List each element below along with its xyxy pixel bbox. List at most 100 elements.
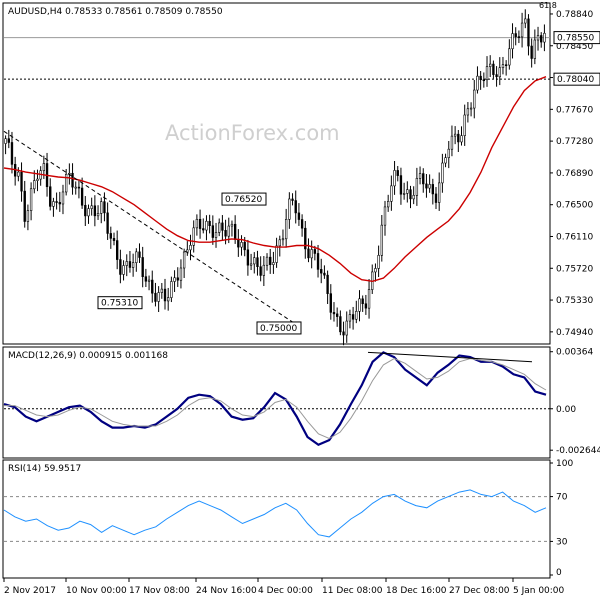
candle-body [233,223,237,240]
candle-body [323,272,326,276]
candle-body [259,266,262,276]
candle-body [307,248,310,259]
candle-body [119,259,122,275]
candle-body [151,279,154,294]
candle-body [482,79,486,82]
candle-body [387,201,390,208]
price-tick-label: 0.76890 [556,169,593,179]
candle-body [530,45,533,59]
candle-body [128,261,132,268]
x-tick-label: 4 Dec 00:00 [258,586,313,596]
candle-body [55,201,58,203]
candle-body [508,48,511,66]
candle-body [87,208,90,217]
candle-body [374,268,377,273]
candle-body [74,186,77,189]
candle-body [125,261,128,266]
candle-body [406,189,409,194]
candle-body [438,182,441,203]
current-price-label: 0.78550 [557,34,594,44]
price-panel-frame [2,2,551,345]
macd-series-macd [3,351,547,447]
candle-body [243,242,246,251]
candle-body [179,267,183,281]
x-tick-label: 18 Dec 16:00 [386,586,447,596]
annotation-box [256,321,302,335]
candle-body [275,245,278,263]
candle-body [297,212,301,220]
candle-body [61,191,65,205]
candle-body [189,244,192,251]
fib-edge-label: 61.8 [539,1,557,10]
x-tick-label: 2 Nov 2017 [4,586,56,596]
candle-body [332,312,336,315]
candle-body [256,257,259,267]
candle-body [288,198,291,220]
candle-body [246,249,250,266]
candle-body [498,67,501,78]
trend-line [3,130,301,328]
candle-body [103,201,106,214]
candle-body [281,238,285,241]
candle-body [476,75,479,91]
x-tick-label: 10 Nov 00:00 [66,586,127,596]
candle-body [345,320,348,336]
candle-body [253,257,256,265]
level-label: 0.78040 [557,75,594,85]
price-layer: 0.788400.784500.780600.776700.772800.768… [3,9,600,346]
candle-body [176,277,179,281]
price-tick-label: 0.76500 [556,201,593,211]
candle-body [214,232,218,238]
x-tick-label: 27 Dec 08:00 [449,586,510,596]
candle-body [154,292,157,302]
candle-body [141,257,144,277]
candle-body [160,288,163,293]
candle-body [514,33,517,37]
candle-body [52,201,55,207]
price-tick-label: 0.75330 [556,296,593,306]
candle-body [501,64,505,69]
candle-body [335,313,339,317]
candle-body [144,276,148,282]
candle-body [473,89,476,109]
watermark: ActionForex.com [165,121,340,145]
macd-panel-frame [2,346,551,459]
candle-body [409,189,412,200]
candle-body [291,198,294,201]
candle-body [399,175,403,195]
candle-body [138,251,141,258]
price-tick-label: 0.77670 [556,105,593,115]
candle-body [23,190,26,222]
candle-body [249,263,253,266]
candle-body [182,251,186,269]
candle-body [106,212,109,234]
candle-body [310,249,313,259]
candle-body [4,138,7,144]
candle-body [278,239,281,247]
candle-body [218,222,221,233]
price-tick-label: 0.74940 [556,328,593,338]
candle-body [339,316,342,333]
candle-body [122,265,125,275]
candle-body [211,225,215,238]
price-tick-label: 0.75720 [556,264,593,274]
candle-body [304,227,307,250]
candle-body [300,219,304,229]
candle-body [77,186,81,189]
candle-body [511,33,514,50]
candle-body [17,171,20,177]
candle-body [415,178,419,196]
rsi-tick-label: 0 [556,568,562,578]
candle-body [320,269,323,274]
candle-body [431,184,434,195]
rsi-panel-frame [2,459,551,579]
candle-body [536,35,540,41]
candle-body [90,205,93,209]
candle-body [195,218,199,229]
annotation-label: 0.75000 [260,324,297,334]
candle-body [444,157,447,164]
candle-body [284,219,288,240]
candle-body [396,170,399,176]
annotation-label: 0.76520 [225,195,262,205]
candle-body [237,239,240,248]
